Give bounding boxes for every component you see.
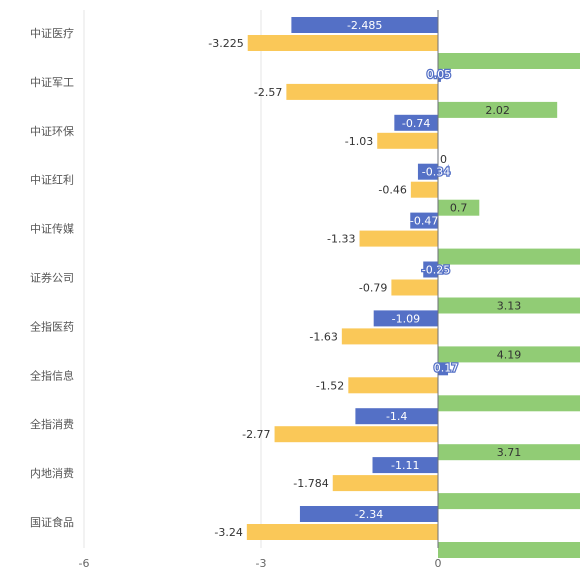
value-label: 0	[440, 153, 447, 166]
bar	[348, 377, 438, 394]
bar	[438, 199, 480, 216]
bar	[417, 163, 438, 180]
value-label: -0.34	[422, 166, 450, 179]
bar	[410, 181, 438, 198]
bar	[377, 132, 438, 149]
bar	[438, 53, 580, 69]
bar	[391, 279, 438, 296]
bar	[438, 297, 580, 314]
bar	[438, 542, 580, 558]
bar	[372, 457, 438, 474]
bar	[247, 35, 438, 51]
bar	[359, 230, 438, 247]
bar	[286, 83, 438, 100]
bar	[299, 506, 438, 522]
category-label: 中证环保	[30, 124, 74, 138]
bar	[341, 328, 438, 345]
value-label: -0.46	[378, 184, 406, 197]
category-labels: 中证医疗中证军工中证环保中证红利中证传媒证券公司全指医药全指信息全指消费内地消费…	[30, 26, 74, 529]
grid-lines	[83, 10, 262, 548]
x-tick-labels: -6 -3 0	[79, 557, 442, 570]
bar	[373, 310, 438, 327]
bar	[355, 408, 438, 425]
category-label: 全指信息	[30, 368, 74, 382]
value-label: -1.4	[386, 410, 407, 423]
value-label: -0.25	[422, 264, 450, 277]
value-label: -2.485	[347, 19, 382, 32]
bar	[291, 17, 438, 33]
value-label: -0.47	[410, 215, 438, 228]
category-label: 中证军工	[30, 76, 74, 89]
category-label: 中证传媒	[30, 223, 74, 236]
value-label: -3.24	[214, 526, 242, 539]
bar	[410, 212, 438, 229]
value-label: 3.13	[497, 300, 522, 313]
x-tick-label: 0	[435, 557, 442, 570]
value-label: -1.03	[345, 135, 373, 148]
value-labels: -2.485 0.05 -0.74 -0.34 -0.47 -0.25 -1.09 0.17 -…	[208, 19, 521, 539]
category-label: 全指医药	[30, 319, 74, 333]
value-label: -1.63	[309, 330, 337, 343]
bar	[438, 359, 449, 376]
value-label: -0.79	[359, 282, 387, 295]
bar	[394, 114, 438, 131]
value-label: -0.74	[402, 117, 430, 130]
value-label: -1.09	[392, 312, 420, 325]
bar	[274, 426, 438, 443]
category-label: 证券公司	[30, 271, 74, 285]
bar	[438, 444, 580, 461]
value-label: -2.57	[254, 86, 282, 99]
value-label: -1.33	[327, 233, 355, 246]
x-tick-label: -6	[79, 557, 90, 570]
x-tick-label: -3	[256, 557, 267, 570]
value-label: -2.77	[242, 428, 270, 441]
value-label: -1.52	[316, 379, 344, 392]
value-label: 0.7	[450, 202, 468, 215]
bars	[246, 17, 580, 558]
category-label: 国证食品	[30, 515, 74, 529]
bar	[438, 248, 580, 265]
value-label: 4.19	[497, 348, 522, 361]
bar	[332, 475, 438, 492]
value-label: -3.225	[208, 37, 243, 50]
value-label: 2.02	[485, 104, 510, 117]
bar	[438, 101, 558, 118]
bar	[438, 395, 580, 412]
category-label: 全指消费	[30, 417, 74, 431]
category-label: 中证医疗	[30, 26, 74, 40]
bar	[438, 493, 580, 510]
bar	[246, 524, 438, 540]
value-label: 0.05	[427, 68, 452, 81]
bar	[423, 261, 438, 278]
bar	[438, 65, 441, 82]
value-label: 0.17	[434, 361, 459, 374]
value-label: -1.784	[293, 477, 328, 490]
category-label: 内地消费	[30, 466, 74, 480]
value-label: -2.34	[355, 508, 383, 521]
value-label: -1.11	[391, 459, 419, 472]
value-label: 3.71	[497, 446, 522, 459]
category-label: 中证红利	[30, 174, 74, 187]
bar	[438, 346, 580, 363]
